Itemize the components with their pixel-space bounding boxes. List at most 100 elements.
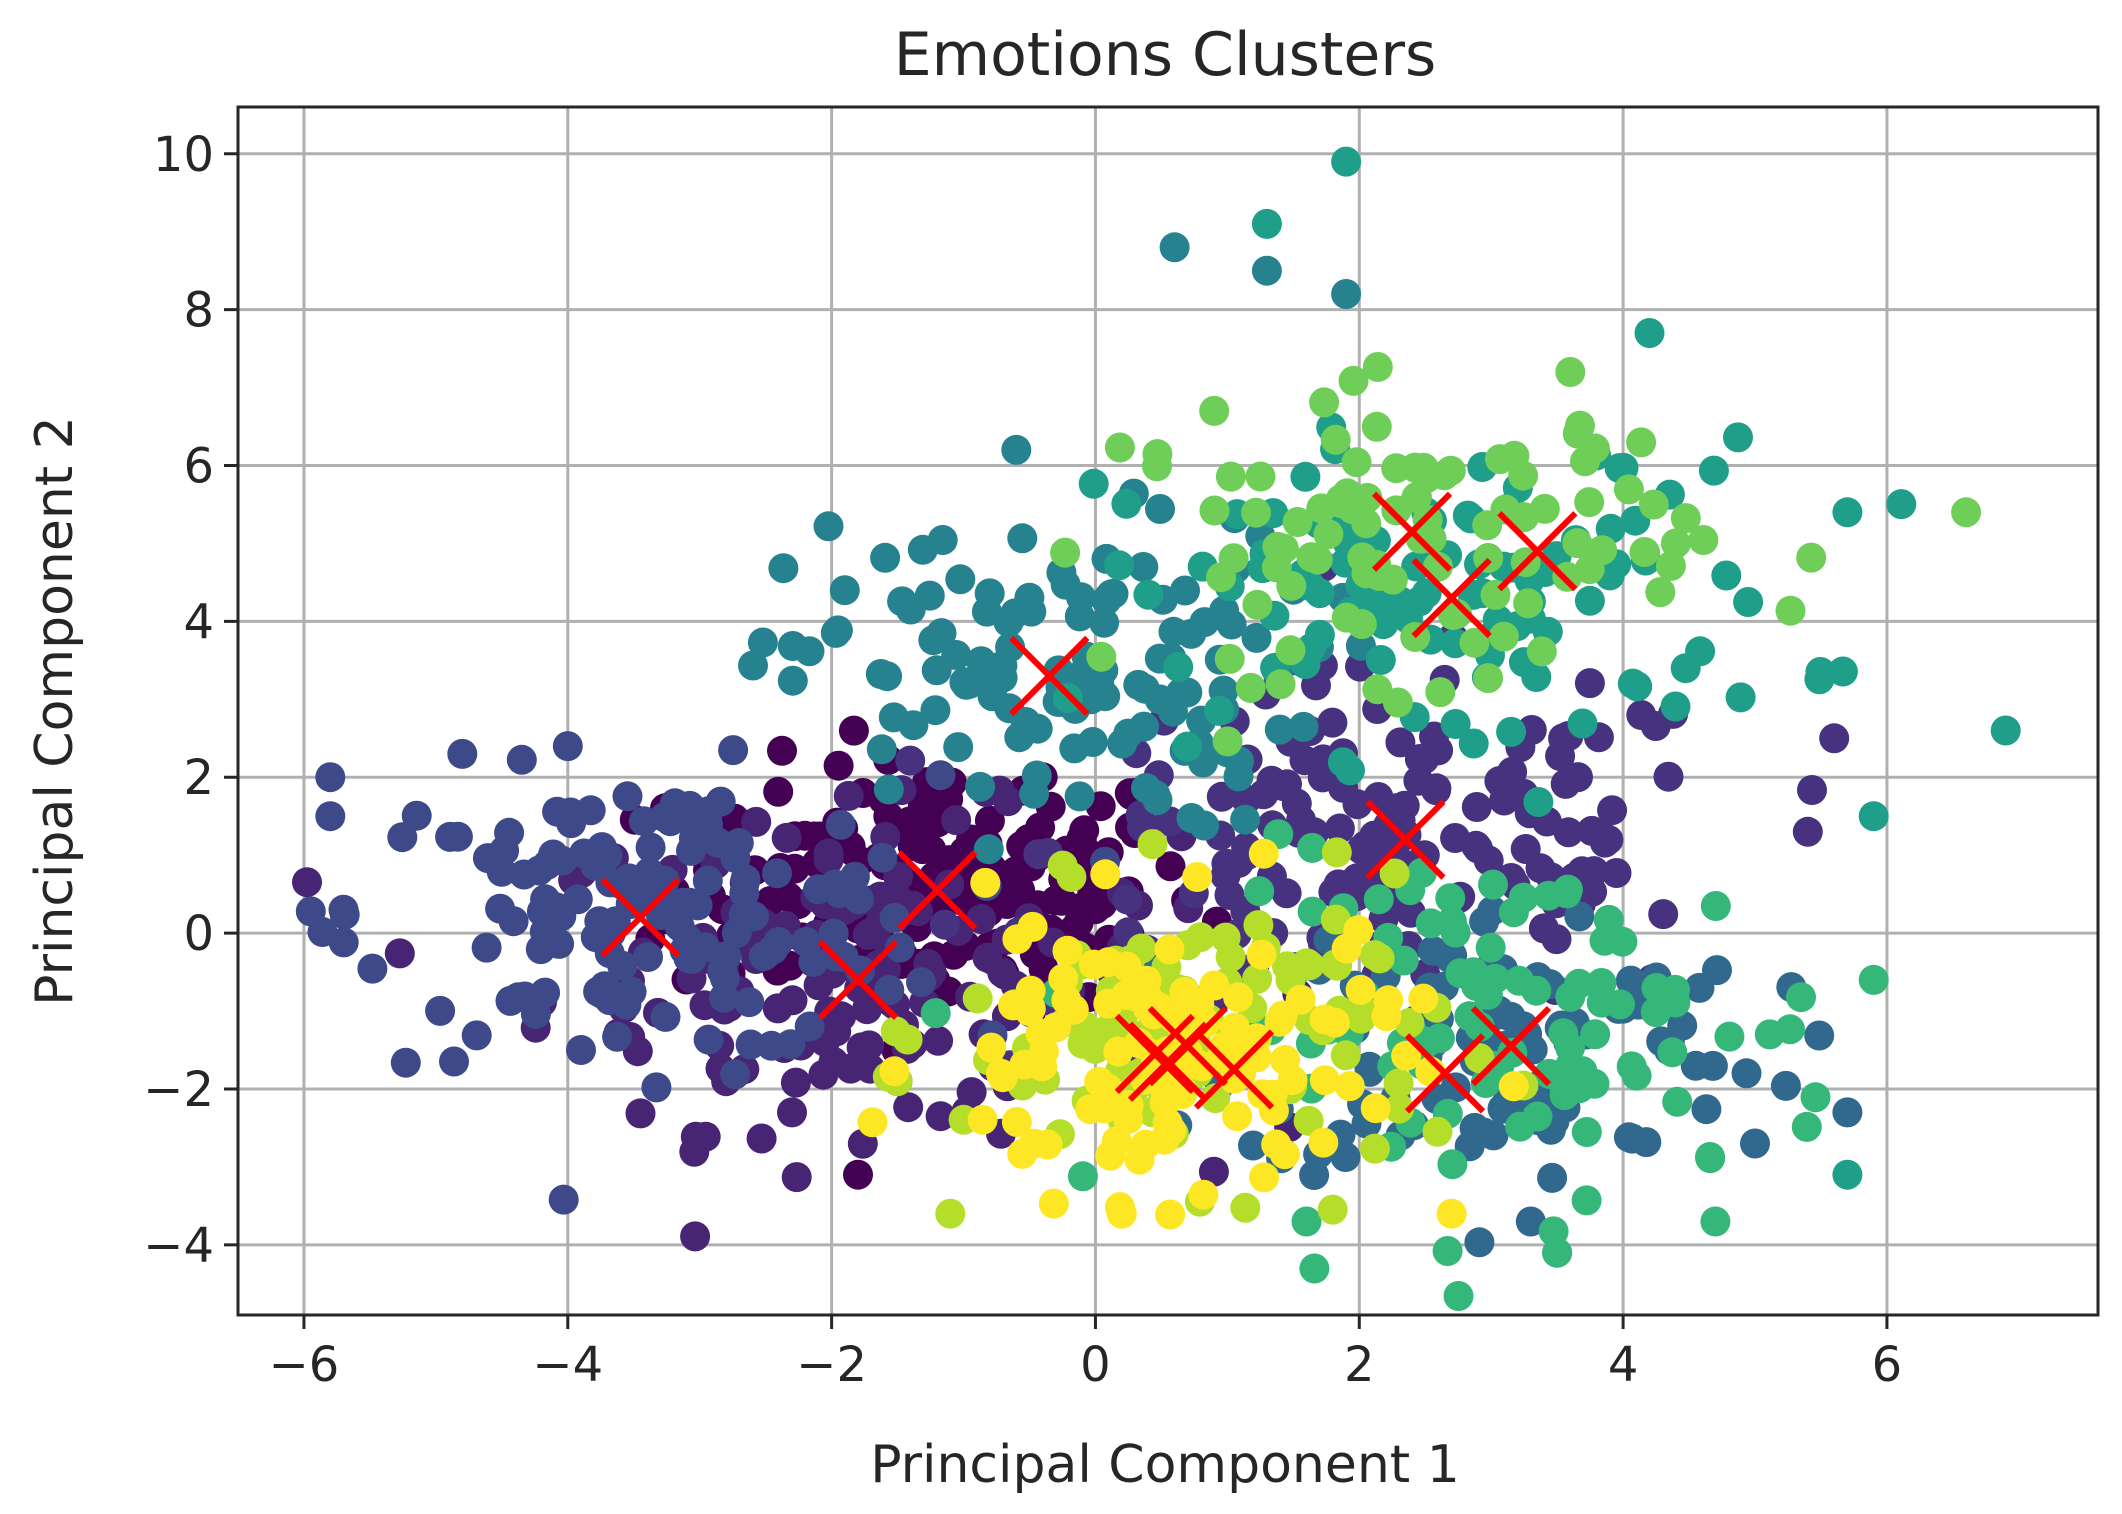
data-point-cluster-3	[495, 985, 526, 1016]
data-point-cluster-2	[1256, 765, 1287, 796]
data-point-cluster-8	[1473, 663, 1504, 694]
data-point-cluster-8	[1655, 550, 1686, 581]
data-point-cluster-8	[1796, 542, 1827, 573]
data-point-cluster-1	[993, 786, 1024, 817]
data-point-cluster-7	[1424, 1023, 1455, 1054]
data-point-cluster-10	[1308, 1127, 1339, 1158]
data-point-cluster-8	[1587, 535, 1618, 566]
data-point-cluster-8	[1235, 672, 1266, 703]
data-point-cluster-6	[1104, 550, 1135, 581]
data-point-cluster-5	[1159, 232, 1190, 263]
data-point-cluster-7	[1244, 876, 1275, 907]
data-point-cluster-4	[1238, 1130, 1268, 1161]
x-tick-label: −6	[269, 1337, 340, 1393]
data-point-cluster-3	[693, 1024, 724, 1055]
data-point-cluster-5	[865, 659, 896, 689]
data-point-cluster-8	[1490, 494, 1521, 525]
data-point-cluster-8	[1555, 357, 1586, 387]
data-point-cluster-1	[771, 822, 802, 853]
data-point-cluster-8	[1325, 484, 1356, 515]
data-point-cluster-7	[1440, 917, 1471, 948]
data-point-cluster-6	[1617, 668, 1648, 699]
data-point-cluster-8	[1629, 537, 1660, 567]
data-point-cluster-10	[1249, 1162, 1280, 1193]
data-point-cluster-10	[1124, 1144, 1155, 1175]
data-point-cluster-0	[1005, 875, 1036, 906]
data-point-cluster-6	[1163, 652, 1194, 682]
data-point-cluster-6	[1523, 787, 1554, 817]
data-point-cluster-6	[1440, 709, 1471, 739]
data-point-cluster-5	[895, 594, 926, 625]
data-point-cluster-4	[1740, 1128, 1770, 1159]
data-point-cluster-1	[292, 867, 322, 898]
data-point-cluster-2	[1023, 839, 1054, 870]
data-point-cluster-1	[780, 1067, 811, 1098]
data-point-cluster-3	[844, 884, 874, 915]
data-point-cluster-8	[1526, 636, 1557, 667]
data-point-cluster-7	[1564, 968, 1594, 999]
y-axis: −4 −2 0 2 4 6 8 10	[143, 127, 238, 1274]
data-point-cluster-2	[1214, 880, 1245, 910]
data-point-cluster-9	[1383, 1068, 1414, 1099]
data-point-cluster-0	[894, 806, 925, 837]
data-point-cluster-10	[1090, 859, 1121, 890]
data-point-cluster-10	[1334, 1071, 1365, 1102]
data-point-cluster-2	[1404, 744, 1435, 774]
data-point-cluster-0	[1155, 851, 1186, 882]
data-point-cluster-8	[1381, 453, 1412, 484]
data-point-cluster-7	[1616, 1051, 1647, 1082]
data-point-cluster-2	[1421, 775, 1452, 806]
data-point-cluster-8	[1377, 564, 1408, 595]
data-point-cluster-6	[1698, 455, 1729, 486]
data-point-cluster-10	[967, 1104, 998, 1135]
data-point-cluster-7	[1443, 1281, 1474, 1311]
data-point-cluster-2	[1363, 782, 1394, 812]
data-point-cluster-3	[748, 941, 779, 972]
data-point-cluster-7	[1786, 982, 1816, 1013]
data-point-cluster-5	[1264, 714, 1295, 745]
data-point-cluster-10	[1223, 982, 1254, 1013]
data-point-cluster-10	[1018, 1128, 1049, 1159]
data-point-cluster-3	[315, 762, 346, 793]
y-tick-label: 10	[153, 127, 214, 183]
data-point-cluster-6	[1886, 489, 1917, 520]
data-point-cluster-10	[1309, 1065, 1340, 1096]
data-point-cluster-5	[777, 665, 808, 696]
data-point-cluster-7	[1700, 891, 1731, 921]
data-point-cluster-8	[1613, 474, 1644, 505]
data-point-cluster-9	[1210, 922, 1241, 953]
data-point-cluster-8	[1341, 447, 1372, 478]
data-point-cluster-3	[676, 944, 707, 974]
data-point-cluster-2	[1597, 795, 1628, 826]
data-point-cluster-3	[547, 845, 578, 876]
data-point-cluster-5	[1059, 733, 1090, 764]
data-point-cluster-10	[1156, 1115, 1187, 1146]
data-point-cluster-6	[1496, 716, 1527, 747]
data-point-cluster-10	[857, 1107, 888, 1138]
data-point-cluster-5	[965, 771, 996, 802]
data-point-cluster-10	[1285, 984, 1316, 1015]
data-point-cluster-7	[1299, 1253, 1330, 1284]
data-point-cluster-3	[613, 863, 644, 894]
data-point-cluster-3	[509, 859, 539, 890]
data-point-cluster-0	[938, 939, 969, 970]
centroid-marker	[817, 939, 899, 1021]
x-tick-label: 4	[1608, 1337, 1639, 1393]
data-point-cluster-10	[1261, 1129, 1292, 1160]
data-point-cluster-10	[986, 1058, 1016, 1089]
data-point-cluster-6	[1458, 728, 1489, 759]
data-point-cluster-5	[777, 631, 808, 661]
data-point-cluster-6	[1990, 715, 2021, 746]
data-point-cluster-2	[1223, 847, 1254, 878]
data-point-cluster-3	[328, 927, 359, 958]
data-point-cluster-10	[976, 1032, 1007, 1063]
data-point-cluster-3	[667, 887, 698, 918]
data-point-cluster-5	[873, 774, 904, 805]
data-point-cluster-7	[1593, 904, 1624, 935]
data-point-cluster-5	[966, 646, 997, 677]
data-point-cluster-3	[566, 1035, 596, 1065]
data-point-cluster-3	[485, 893, 516, 924]
data-point-cluster-0	[1025, 812, 1056, 843]
chart-title: Emotions Clusters	[894, 20, 1437, 90]
data-point-cluster-3	[471, 932, 502, 963]
